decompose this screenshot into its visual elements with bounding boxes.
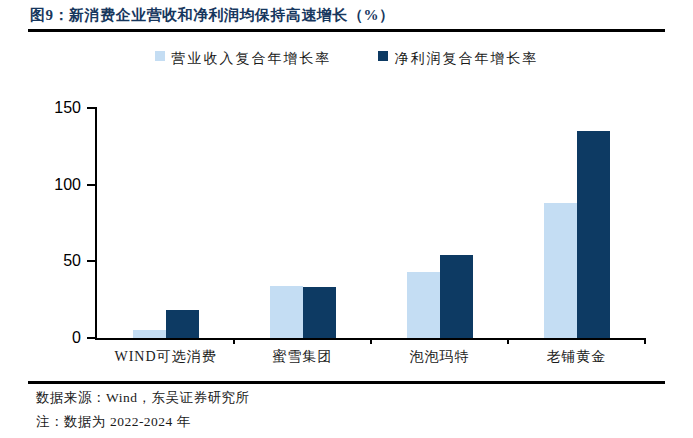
x-axis-label: WIND可选消费: [97, 348, 234, 366]
y-axis-tick: [87, 260, 97, 262]
chart-legend: 营业收入复合年增长率 净利润复合年增长率: [0, 50, 693, 68]
bar-profit-cagr: [166, 310, 199, 338]
data-source-text: 数据来源：Wind，东吴证券研究所: [36, 389, 249, 407]
y-axis-tick: [87, 337, 97, 339]
category-group: 老铺黄金: [508, 108, 645, 338]
bar-chart-plot-area: WIND可选消费蜜雪集团泡泡玛特老铺黄金050100150: [95, 108, 645, 340]
category-group: 泡泡玛特: [371, 108, 508, 338]
bar-pair: [371, 255, 508, 338]
legend-swatch-icon: [155, 51, 165, 61]
x-axis-tick: [233, 338, 235, 344]
x-axis-tick: [370, 338, 372, 344]
legend-swatch-icon: [378, 51, 388, 61]
y-axis-tick: [87, 107, 97, 109]
bar-revenue-cagr: [270, 286, 303, 338]
legend-item-revenue-cagr: 营业收入复合年增长率: [155, 50, 332, 68]
figure-container: 图9：新消费企业营收和净利润均保持高速增长（%） 营业收入复合年增长率 净利润复合…: [0, 0, 693, 438]
bar-pair: [97, 310, 234, 338]
category-group: 蜜雪集团: [234, 108, 371, 338]
bar-pair: [234, 286, 371, 338]
bar-profit-cagr: [577, 131, 610, 338]
figure-title: 图9：新消费企业营收和净利润均保持高速增长（%）: [30, 6, 395, 25]
bar-profit-cagr: [303, 287, 336, 338]
legend-label: 营业收入复合年增长率: [172, 50, 332, 68]
x-axis-tick: [644, 338, 646, 344]
bar-revenue-cagr: [407, 272, 440, 338]
y-axis-label: 0: [33, 328, 81, 348]
legend-label: 净利润复合年增长率: [395, 50, 539, 68]
bar-pair: [508, 131, 645, 338]
x-axis-label: 蜜雪集团: [234, 348, 371, 366]
bar-revenue-cagr: [133, 330, 166, 338]
y-axis-label: 150: [33, 98, 81, 118]
x-axis-label: 泡泡玛特: [371, 348, 508, 366]
x-axis-label: 老铺黄金: [508, 348, 645, 366]
y-axis-label: 50: [33, 251, 81, 271]
x-axis-tick: [507, 338, 509, 344]
y-axis-tick: [87, 184, 97, 186]
bar-profit-cagr: [440, 255, 473, 338]
footer-divider-line: [28, 381, 665, 384]
bar-revenue-cagr: [544, 203, 577, 338]
footnote-text: 注：数据为 2022-2024 年: [36, 413, 191, 431]
category-group: WIND可选消费: [97, 108, 234, 338]
title-divider-line: [28, 29, 665, 32]
legend-item-profit-cagr: 净利润复合年增长率: [378, 50, 539, 68]
y-axis-label: 100: [33, 175, 81, 195]
